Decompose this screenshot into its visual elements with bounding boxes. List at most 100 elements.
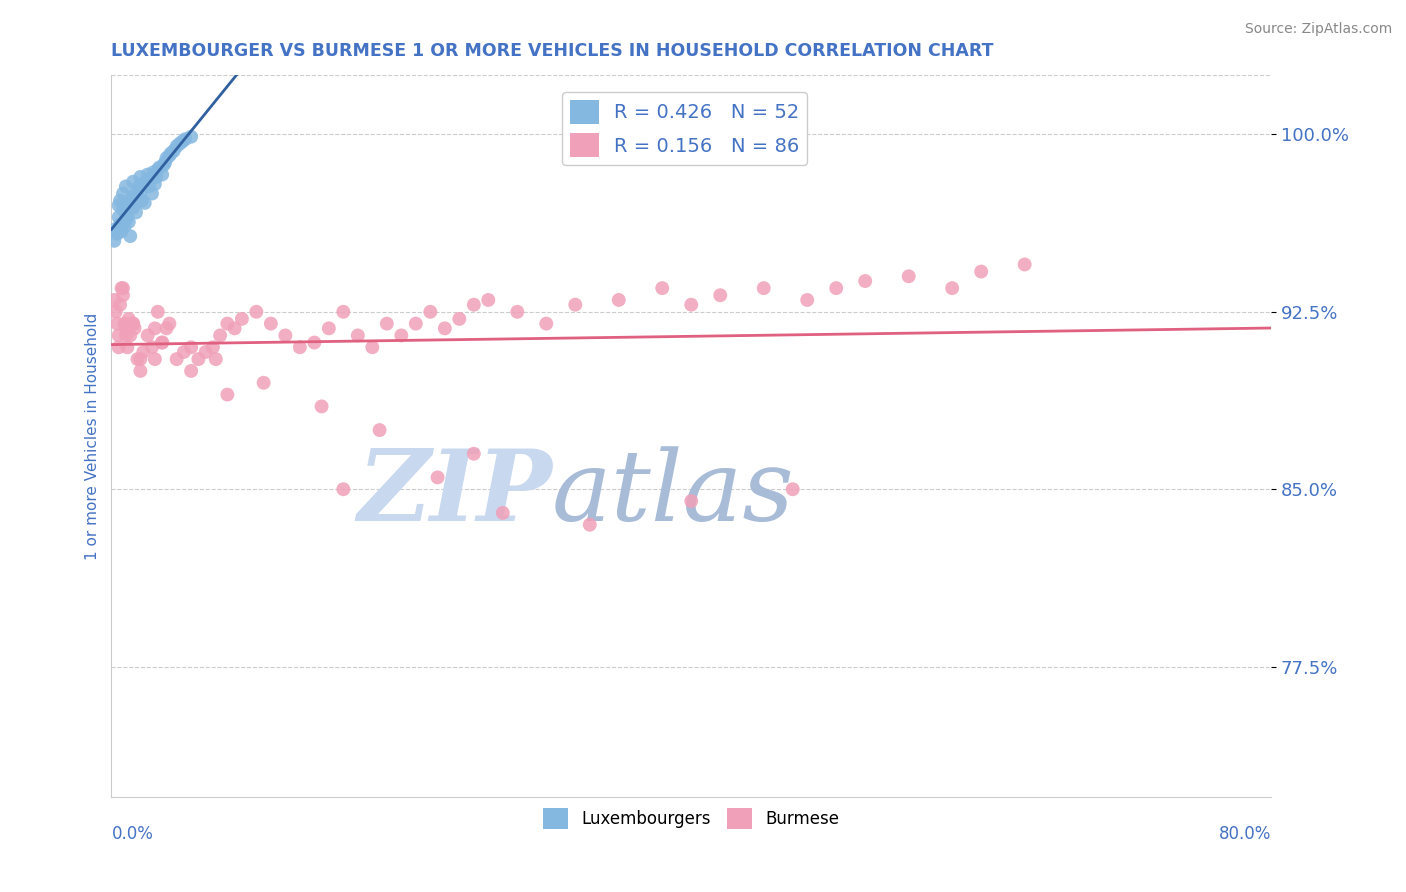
Point <box>252 376 274 390</box>
Point <box>139 172 162 186</box>
Point <box>897 269 920 284</box>
Point <box>138 179 160 194</box>
Point <box>103 293 125 307</box>
Point <box>122 317 145 331</box>
Legend: Luxembourgers, Burmese: Luxembourgers, Burmese <box>536 802 846 835</box>
Point <box>111 186 134 201</box>
Point <box>433 321 456 335</box>
Point <box>224 321 246 335</box>
Point <box>143 321 166 335</box>
Point <box>124 321 146 335</box>
Point <box>174 132 197 146</box>
Point <box>132 177 155 191</box>
Point <box>115 321 138 335</box>
Point <box>107 198 129 212</box>
Point <box>506 305 529 319</box>
Point <box>311 400 333 414</box>
Point <box>146 305 169 319</box>
Text: 0.0%: 0.0% <box>111 825 153 843</box>
Point <box>825 281 848 295</box>
Point <box>375 317 398 331</box>
Point <box>187 352 209 367</box>
Point <box>141 186 163 201</box>
Point <box>129 352 152 367</box>
Point <box>180 129 202 144</box>
Point <box>796 293 818 307</box>
Point <box>141 340 163 354</box>
Point <box>426 470 449 484</box>
Point <box>172 135 194 149</box>
Point <box>136 328 159 343</box>
Text: atlas: atlas <box>553 446 794 541</box>
Point <box>166 139 188 153</box>
Point <box>347 328 370 343</box>
Point <box>419 305 441 319</box>
Point <box>111 202 134 217</box>
Point <box>105 227 128 241</box>
Point <box>143 177 166 191</box>
Point <box>115 179 138 194</box>
Point <box>118 215 141 229</box>
Point <box>155 321 177 335</box>
Point <box>169 136 191 151</box>
Point <box>318 321 340 335</box>
Point <box>163 144 186 158</box>
Point <box>122 201 145 215</box>
Point <box>217 387 239 401</box>
Point <box>231 311 253 326</box>
Point <box>201 340 224 354</box>
Point <box>209 328 232 343</box>
Point <box>463 298 485 312</box>
Point <box>129 364 152 378</box>
Point <box>122 175 145 189</box>
Point <box>204 352 226 367</box>
Point <box>128 179 150 194</box>
Point <box>941 281 963 295</box>
Point <box>782 482 804 496</box>
Point <box>288 340 311 354</box>
Point <box>180 340 202 354</box>
Point <box>104 222 127 236</box>
Y-axis label: 1 or more Vehicles in Household: 1 or more Vehicles in Household <box>86 312 100 559</box>
Point <box>180 364 202 378</box>
Text: ZIP: ZIP <box>357 445 553 542</box>
Point <box>332 482 354 496</box>
Point <box>245 305 267 319</box>
Point <box>150 335 173 350</box>
Point <box>118 311 141 326</box>
Point <box>132 345 155 359</box>
Point <box>111 281 134 295</box>
Point <box>166 352 188 367</box>
Point <box>463 447 485 461</box>
Point <box>108 298 131 312</box>
Point <box>970 264 993 278</box>
Point <box>120 229 142 244</box>
Point <box>142 165 165 179</box>
Point <box>103 234 125 248</box>
Point <box>122 317 145 331</box>
Point <box>134 196 156 211</box>
Point <box>125 205 148 219</box>
Point <box>368 423 391 437</box>
Point <box>332 305 354 319</box>
Point <box>124 189 146 203</box>
Point <box>127 184 149 198</box>
Point <box>752 281 775 295</box>
Point <box>110 281 132 295</box>
Point <box>681 298 703 312</box>
Point <box>146 162 169 177</box>
Point <box>114 317 136 331</box>
Point <box>117 210 139 224</box>
Point <box>607 293 630 307</box>
Point <box>157 148 180 162</box>
Point <box>477 293 499 307</box>
Point <box>274 328 297 343</box>
Point <box>115 328 138 343</box>
Point <box>536 317 558 331</box>
Point <box>173 345 195 359</box>
Point <box>108 194 131 208</box>
Point <box>120 328 142 343</box>
Point <box>304 335 326 350</box>
Point <box>260 317 283 331</box>
Point <box>150 335 173 350</box>
